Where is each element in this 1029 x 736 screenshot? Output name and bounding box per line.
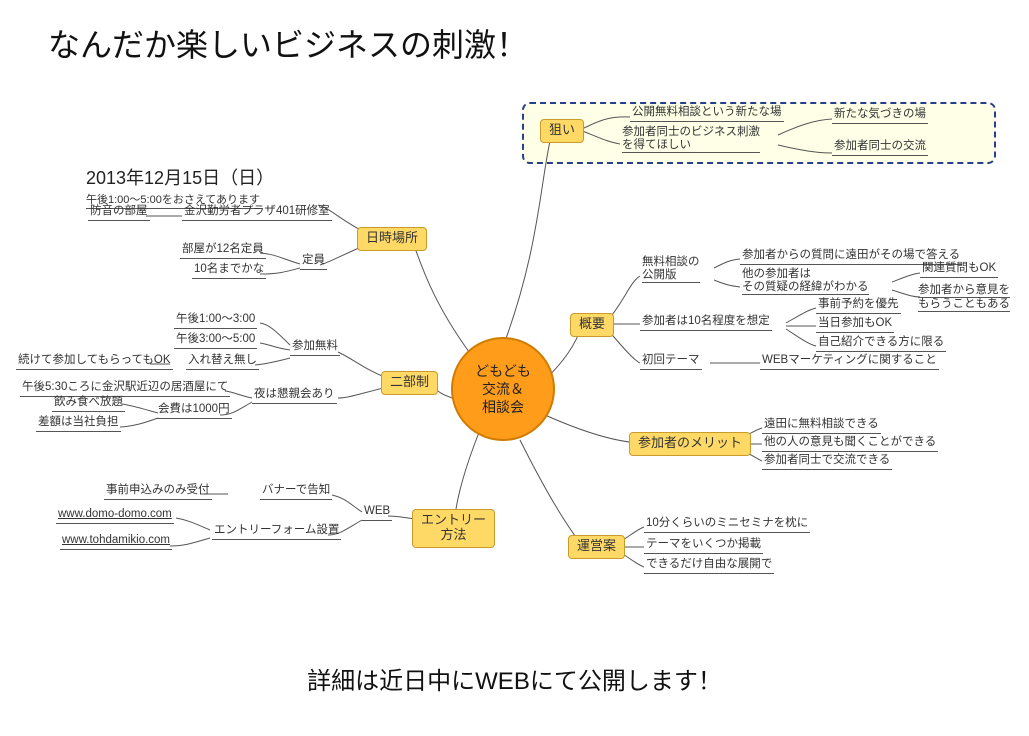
- tp-fee: 会費は1000円: [156, 403, 232, 419]
- sm-a: 無料相談の 公開版: [640, 256, 702, 285]
- sm-b2: 当日参加もOK: [816, 317, 894, 333]
- aim-leaf-2: 参加者同士のビジネス刺激 を得てほしい: [620, 126, 762, 155]
- tp-swap-note: 続けて参加してもらってもOK: [16, 354, 173, 370]
- sm-a2: 他の参加者は その質疑の経緯がわかる: [740, 268, 871, 297]
- entry-web: WEB: [362, 505, 392, 521]
- sm-c: 初回テーマ: [640, 354, 702, 370]
- sm-b1: 事前予約を優先: [816, 298, 901, 314]
- merit-2: 他の人の意見も聞くことができる: [762, 436, 938, 452]
- room-label: 防音の部屋: [88, 205, 150, 221]
- topic-datetime: 日時場所: [357, 227, 427, 251]
- aim-leaf-3: 新たな気づきの場: [832, 108, 928, 124]
- merit-3: 参加者同士で交流できる: [762, 454, 892, 470]
- topic-summary: 概要: [570, 313, 614, 337]
- capacity-label: 定員: [300, 254, 327, 270]
- center-label: どもども 交流＆ 相談会: [475, 362, 531, 417]
- tp-night: 夜は懇親会あり: [252, 388, 337, 404]
- topic-plan: 運営案: [568, 535, 625, 559]
- sm-a2d: 参加者から意見を もらうこともある: [916, 284, 1012, 314]
- sm-c1: WEBマーケティングに関すること: [760, 354, 939, 370]
- tp-place: 午後5:30ころに金沢駅近辺の居酒屋にて: [20, 381, 230, 397]
- topic-aim: 狙い: [540, 119, 584, 143]
- topic-twopart: 二部制: [381, 371, 438, 395]
- aim-leaf-1: 公開無料相談という新たな場: [630, 106, 784, 122]
- page-footer: 詳細は近日中にWEBにて公開します！: [0, 661, 1029, 696]
- page-title: なんだか楽しいビジネスの刺激！: [48, 20, 528, 66]
- sm-b3: 自己紹介できる方に限る: [816, 336, 946, 352]
- tp-diff: 差額は当社負担: [36, 416, 121, 432]
- entry-form: エントリーフォーム設置: [212, 524, 341, 540]
- topic-merit: 参加者のメリット: [629, 432, 751, 456]
- topic-entry: エントリー 方法: [412, 509, 495, 548]
- merit-1: 遠田に無料相談できる: [762, 418, 881, 434]
- sm-a2c: 関連質問もOK: [920, 262, 998, 278]
- entry-url-1[interactable]: www.domo-domo.com: [56, 508, 174, 524]
- entry-url-2[interactable]: www.tohdamikio.com: [60, 534, 172, 550]
- tp-t2: 午後3:00～5:00: [174, 333, 257, 349]
- tp-eat: 飲み食べ放題: [52, 396, 125, 412]
- tp-swap: 入れ替え無し: [186, 354, 259, 370]
- date-main: 2013年12月15日（日）: [86, 164, 274, 190]
- tp-t1: 午後1:00～3:00: [174, 313, 257, 329]
- entry-banner: バナーで告知: [260, 484, 332, 500]
- plan-1: 10分くらいのミニセミナを枕に: [644, 517, 810, 533]
- plan-3: できるだけ自由な展開で: [644, 558, 774, 574]
- cap-1: 部屋が12名定員: [180, 243, 266, 259]
- center-node: どもども 交流＆ 相談会: [451, 337, 555, 441]
- date-block: 2013年12月15日（日） 午後1:00～5:00をおさえてあります: [86, 164, 274, 209]
- cap-2: 10名までかな: [192, 263, 266, 279]
- room-detail: 金沢勤労者プラザ401研修室: [182, 205, 332, 221]
- entry-banner-note: 事前申込みのみ受付: [104, 484, 212, 500]
- sm-b: 参加者は10名程度を想定: [640, 315, 772, 331]
- plan-2: テーマをいくつか掲載: [644, 538, 763, 554]
- tp-free: 参加無料: [290, 340, 340, 356]
- aim-leaf-4: 参加者同士の交流: [832, 140, 928, 156]
